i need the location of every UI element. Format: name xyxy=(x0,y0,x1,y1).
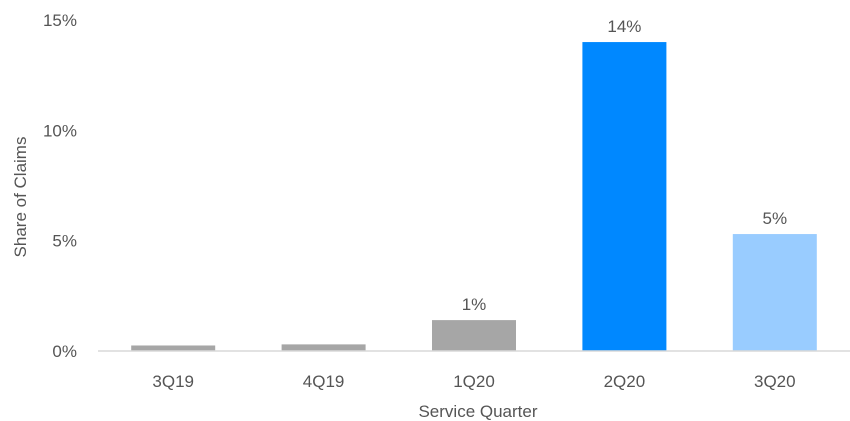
bars xyxy=(131,42,817,352)
x-tick-label: 4Q19 xyxy=(303,372,345,391)
x-axis-title: Service Quarter xyxy=(418,402,537,421)
y-tick-label: 0% xyxy=(52,342,77,361)
data-label: 5% xyxy=(763,209,788,228)
y-tick-label: 15% xyxy=(43,11,77,30)
bar-2q20 xyxy=(582,42,667,352)
y-axis-title: Share of Claims xyxy=(11,137,30,258)
data-labels: 1% 14% 5% xyxy=(462,17,787,314)
bar-1q20 xyxy=(432,320,516,351)
x-tick-label: 2Q20 xyxy=(604,372,646,391)
y-axis-ticks: 0% 5% 10% 15% xyxy=(43,11,77,361)
data-label: 14% xyxy=(607,17,641,36)
x-tick-label: 3Q19 xyxy=(152,372,194,391)
x-tick-label: 3Q20 xyxy=(754,372,796,391)
bar-3q19 xyxy=(131,345,216,351)
bar-3q20 xyxy=(732,234,817,351)
y-tick-label: 5% xyxy=(52,232,77,251)
bar-4q19 xyxy=(281,344,366,351)
data-label: 1% xyxy=(462,295,487,314)
x-tick-label: 1Q20 xyxy=(453,372,495,391)
x-axis-ticks: 3Q19 4Q19 1Q20 2Q20 3Q20 xyxy=(152,372,795,391)
y-tick-label: 10% xyxy=(43,121,77,140)
